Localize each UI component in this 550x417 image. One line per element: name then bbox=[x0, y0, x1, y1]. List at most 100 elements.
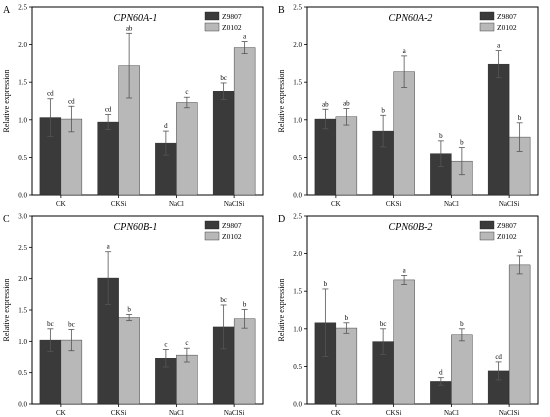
y-tick-label: 1.0 bbox=[293, 116, 302, 124]
significance-letter: bc bbox=[380, 320, 387, 328]
y-tick-label: 0.5 bbox=[293, 154, 302, 162]
significance-letter: b bbox=[243, 300, 247, 308]
bar-z0102 bbox=[176, 102, 198, 196]
significance-letter: b bbox=[518, 114, 522, 122]
legend-label: Z9807 bbox=[222, 12, 242, 21]
bar-z0102 bbox=[393, 71, 415, 196]
chart-title: CPN60A-1 bbox=[114, 13, 158, 24]
significance-letter: bc bbox=[220, 296, 227, 304]
chart-title: CPN60B-2 bbox=[389, 222, 433, 233]
significance-letter: c bbox=[185, 339, 188, 347]
y-axis-label: Relative expression bbox=[2, 279, 11, 342]
y-tick-label: 2.0 bbox=[293, 41, 302, 49]
legend-swatch bbox=[479, 220, 495, 230]
bar-z0102 bbox=[393, 279, 415, 405]
bar-z0102 bbox=[451, 334, 473, 405]
y-tick-label: 0.0 bbox=[18, 192, 27, 200]
x-tick-label: NaCl bbox=[444, 200, 459, 208]
y-tick-label: 0.0 bbox=[293, 192, 302, 200]
legend-swatch bbox=[204, 11, 220, 21]
significance-letter: bc bbox=[47, 320, 54, 328]
legend-swatch bbox=[479, 11, 495, 21]
y-tick-label: 0.5 bbox=[293, 363, 302, 371]
y-tick-label: 0.5 bbox=[18, 154, 27, 162]
panel-label: A bbox=[3, 5, 11, 16]
panel-label: B bbox=[278, 5, 285, 16]
significance-letter: a bbox=[518, 247, 522, 255]
y-tick-label: 1.5 bbox=[293, 288, 302, 296]
significance-letter: b bbox=[127, 305, 131, 313]
bar-z0102 bbox=[335, 116, 358, 196]
y-axis-label: Relative expression bbox=[2, 70, 11, 133]
x-tick-label: CK bbox=[56, 409, 66, 417]
significance-letter: b bbox=[439, 132, 443, 140]
bar-z0102 bbox=[508, 264, 531, 405]
legend-label: Z0102 bbox=[497, 23, 517, 32]
significance-letter: cd bbox=[47, 90, 54, 98]
y-tick-label: 2.5 bbox=[293, 4, 302, 12]
y-tick-label: 1.5 bbox=[293, 79, 302, 87]
y-tick-label: 1.0 bbox=[293, 325, 302, 333]
x-tick-label: NaClSi bbox=[499, 409, 520, 417]
significance-letter: b bbox=[345, 314, 349, 322]
y-tick-label: 1.5 bbox=[18, 79, 27, 87]
y-tick-label: 0.0 bbox=[293, 401, 302, 409]
plot-frame bbox=[31, 6, 264, 196]
significance-letter: b bbox=[324, 280, 328, 288]
legend-swatch bbox=[204, 22, 220, 32]
bar-z0102 bbox=[176, 354, 198, 405]
chart-panel-d: D CPN60B-2 Relative expression 0.0 0.5 1.0 1.5… bbox=[277, 213, 539, 417]
x-tick-label: CKSi bbox=[111, 409, 127, 417]
x-tick-label: CK bbox=[331, 200, 341, 208]
chart-panel-c: C CPN60B-1 Relative expression 0.0 0.5 1.0 1.5… bbox=[2, 213, 264, 417]
legend-label: Z0102 bbox=[222, 232, 242, 241]
legend-swatch bbox=[479, 22, 495, 32]
legend-label: Z9807 bbox=[222, 221, 242, 230]
y-axis-label: Relative expression bbox=[277, 279, 286, 342]
legend-swatch bbox=[204, 231, 220, 241]
legend-swatch bbox=[204, 220, 220, 230]
significance-letter: a bbox=[403, 47, 407, 55]
legend-label: Z0102 bbox=[222, 23, 242, 32]
y-tick-label: 3.0 bbox=[18, 213, 27, 221]
y-tick-label: 2.5 bbox=[18, 4, 27, 12]
bar-z9807 bbox=[314, 118, 337, 196]
y-tick-label: 1.0 bbox=[18, 338, 27, 346]
y-tick-label: 2.0 bbox=[18, 41, 27, 49]
x-tick-label: NaCl bbox=[444, 409, 459, 417]
bar-z9807 bbox=[487, 63, 510, 196]
x-tick-label: NaClSi bbox=[499, 200, 520, 208]
significance-letter: cd bbox=[68, 97, 75, 105]
chart-title: CPN60B-1 bbox=[114, 222, 158, 233]
legend-label: Z9807 bbox=[497, 221, 517, 230]
x-tick-label: NaCl bbox=[169, 200, 184, 208]
y-tick-label: 2.5 bbox=[293, 213, 302, 221]
bar-z0102 bbox=[233, 318, 256, 405]
y-tick-label: 2.5 bbox=[18, 244, 27, 252]
x-tick-label: NaClSi bbox=[224, 409, 245, 417]
plot-frame bbox=[306, 6, 539, 196]
y-tick-label: 2.0 bbox=[293, 250, 302, 258]
x-tick-label: CKSi bbox=[386, 200, 402, 208]
significance-letter: c bbox=[164, 340, 167, 348]
chart-panel-b: B CPN60A-2 Relative expression 0.0 0.5 1.0 1.5… bbox=[277, 4, 539, 208]
significance-letter: bc bbox=[220, 74, 227, 82]
legend-label: Z0102 bbox=[497, 232, 517, 241]
bar-z0102 bbox=[118, 317, 140, 405]
y-tick-label: 0.5 bbox=[18, 369, 27, 377]
legend-swatch bbox=[479, 231, 495, 241]
bar-z0102 bbox=[233, 47, 256, 196]
y-tick-label: 0.0 bbox=[18, 401, 27, 409]
significance-letter: a bbox=[403, 266, 407, 274]
bar-z9807 bbox=[212, 91, 235, 196]
y-tick-label: 1.0 bbox=[18, 116, 27, 124]
significance-letter: b bbox=[460, 320, 464, 328]
y-axis-label: Relative expression bbox=[277, 70, 286, 133]
significance-letter: b bbox=[381, 106, 385, 114]
bar-z0102 bbox=[335, 327, 358, 405]
chart-panel-a: A CPN60A-1 Relative expression 0.0 0.5 1.0 1.5… bbox=[2, 4, 264, 208]
legend-label: Z9807 bbox=[497, 12, 517, 21]
significance-letter: ab bbox=[126, 24, 133, 32]
chart-title: CPN60A-2 bbox=[389, 13, 433, 24]
